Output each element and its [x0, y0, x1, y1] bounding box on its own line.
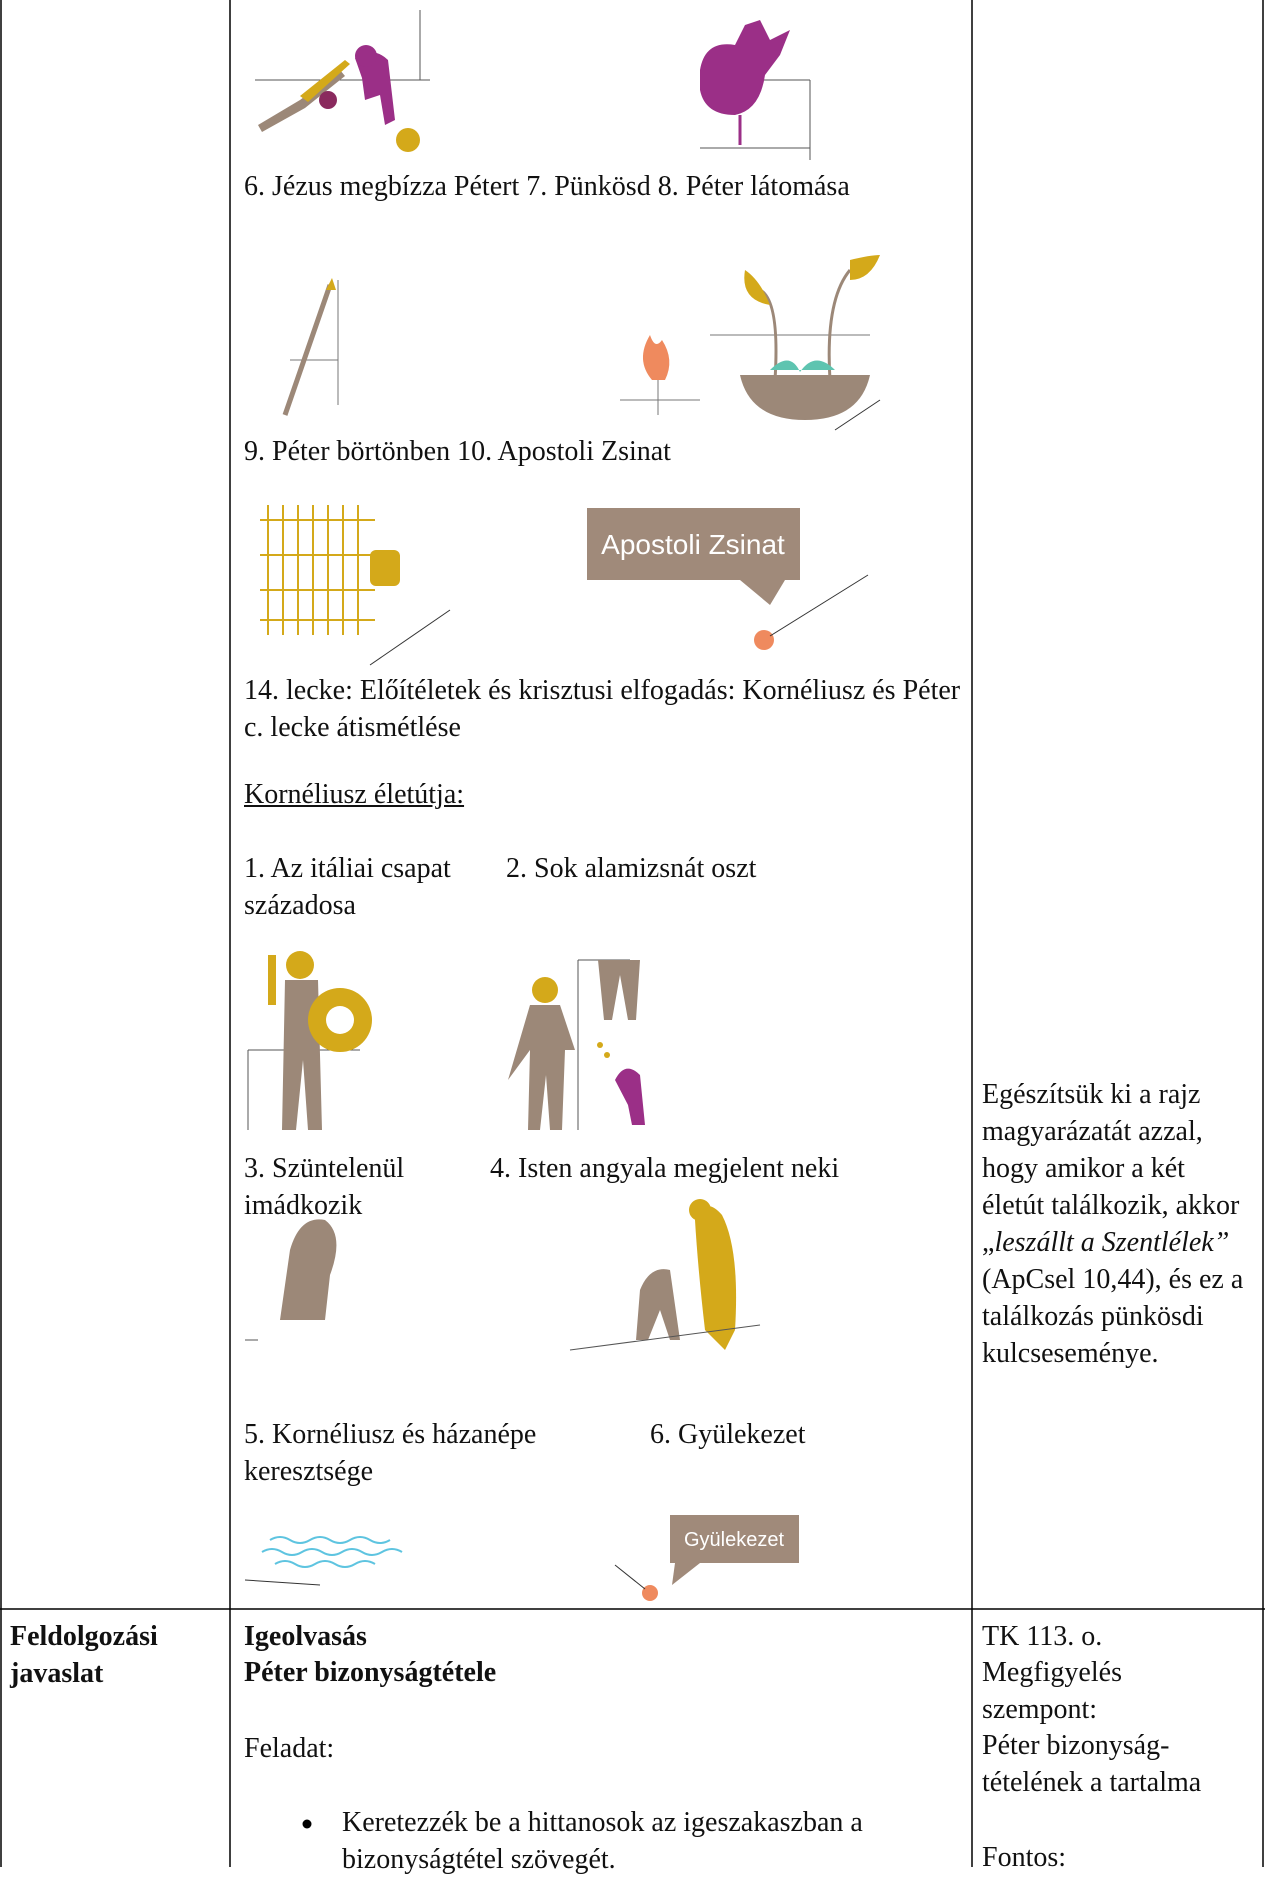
caption: 9. Péter börtönben 10. Apostoli Zsinat — [244, 436, 671, 467]
note: Egészítsük ki a rajz magyarázatát azzal,… — [982, 1076, 1254, 1372]
step: 5. Kornéliusz és házanépe keresztsége — [244, 1419, 537, 1487]
lock — [370, 550, 400, 586]
step: 4. Isten angyala megjelent neki — [490, 1153, 840, 1184]
note: Fontos: — [982, 1842, 1067, 1873]
note-text: Egészítsük ki a rajz magyarázatát azzal,… — [982, 1079, 1240, 1258]
illustration-staff — [282, 278, 339, 416]
illustration-peter-commission — [255, 10, 430, 152]
note-quote: leszállt a Szentlélek” — [994, 1227, 1230, 1258]
speech-bubble-text: Gyülekezet — [684, 1529, 784, 1551]
pointer-line — [369, 609, 451, 666]
note: Péter bizonyság-tételének a tartalma — [982, 1730, 1202, 1798]
illustration-prison — [260, 505, 375, 635]
bullet — [302, 1819, 312, 1829]
task-label: Feladat: — [244, 1733, 335, 1764]
caption: 6. Jézus megbízza Pétert 7. Pünkösd 8. P… — [244, 171, 850, 202]
illustration-alms — [508, 959, 645, 1130]
illustration-flame — [620, 335, 700, 415]
illustration-soldier — [247, 951, 372, 1130]
note: TK 113. o. — [982, 1621, 1103, 1652]
heading: Péter bizonyságtétele — [244, 1657, 497, 1688]
row-label: Feldolgozási javaslat — [10, 1621, 158, 1689]
pointer-line — [244, 1579, 321, 1586]
lesson-title: 14. lecke: Előítéletek és krisztusi elfo… — [244, 675, 961, 743]
step: 6. Gyülekezet — [650, 1419, 806, 1450]
speech-bubble — [614, 1515, 799, 1601]
illustration-hands — [245, 1219, 337, 1341]
section-heading: Kornéliusz életútja: — [244, 779, 465, 810]
step: 1. Az itáliai csapat századosa — [244, 853, 451, 921]
illustration-angel — [569, 1199, 761, 1351]
illustration-rooster — [700, 20, 811, 160]
step: 2. Sok alamizsnát oszt — [506, 853, 757, 884]
heading: Igeolvasás — [244, 1621, 367, 1652]
illustration-plant-bowl — [710, 255, 881, 431]
speech-bubble — [587, 508, 869, 650]
step: 3. Szüntelenül imádkozik — [244, 1153, 405, 1221]
speech-bubble-text: Apostoli Zsinat — [601, 529, 785, 560]
note-text: (ApCsel 10,44), és ez a találkozás pünkö… — [982, 1264, 1244, 1369]
illustration-water — [261, 1536, 403, 1568]
note: Megfigyelés szempont: — [982, 1657, 1122, 1725]
